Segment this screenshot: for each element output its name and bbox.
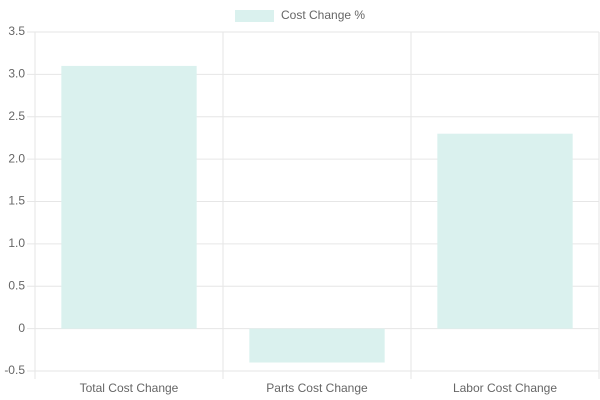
- y-tick-label: 2.5: [8, 109, 25, 123]
- y-tick-label: 1.5: [8, 194, 25, 208]
- bar: [61, 65, 197, 329]
- bar: [249, 328, 385, 363]
- y-tick-label: 2.0: [8, 151, 25, 165]
- y-tick-label: 1.0: [8, 236, 25, 250]
- y-tick-label: -0.5: [4, 363, 25, 377]
- x-tick-label: Total Cost Change: [80, 381, 179, 395]
- y-tick-label: 0: [18, 321, 25, 335]
- y-tick-label: 3.0: [8, 67, 25, 81]
- y-tick-label: 3.5: [8, 24, 25, 38]
- bar: [437, 133, 573, 329]
- x-tick-label: Parts Cost Change: [266, 381, 368, 395]
- y-tick-label: 0.5: [8, 278, 25, 292]
- legend-swatch[interactable]: [235, 10, 274, 22]
- x-tick-label: Labor Cost Change: [453, 381, 557, 395]
- legend-label[interactable]: Cost Change %: [281, 8, 365, 22]
